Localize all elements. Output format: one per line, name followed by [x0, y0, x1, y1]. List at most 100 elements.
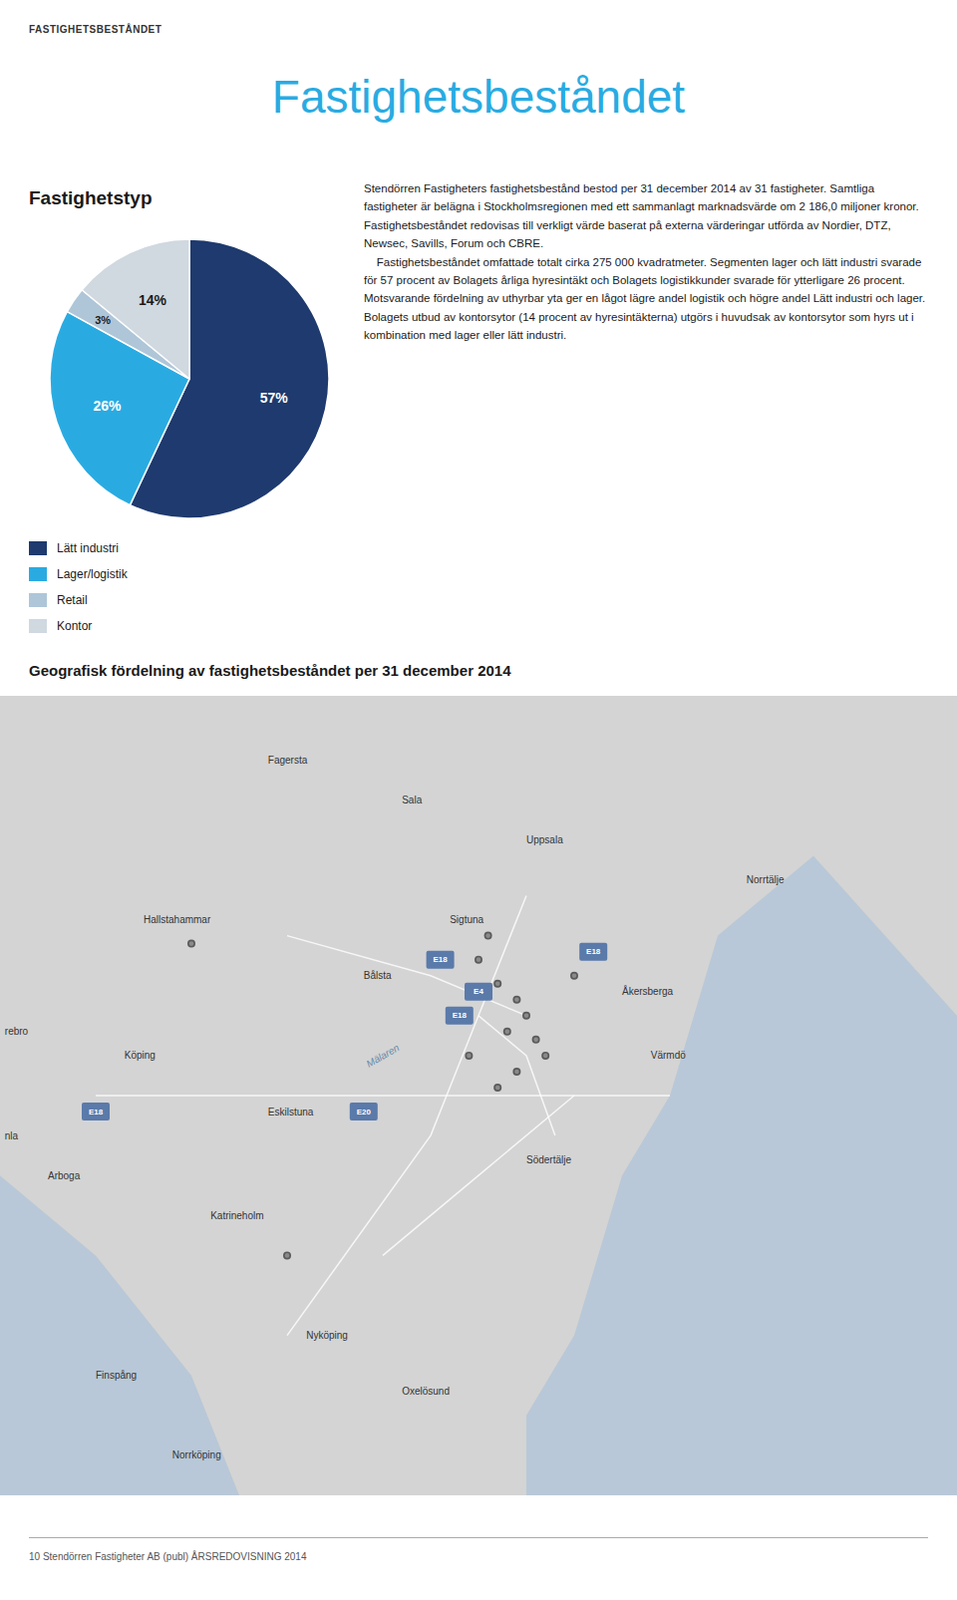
property-dot — [474, 956, 483, 964]
road-shield-label: E18 — [88, 1107, 104, 1117]
property-dot-inner — [476, 957, 482, 962]
data-labels: 57% 26% 3% 14% — [92, 292, 289, 413]
city-label: Sala — [401, 794, 422, 806]
city-label: Fagersta — [268, 754, 309, 766]
title: Fastighetsbeståndet — [0, 69, 957, 124]
road-shield-box — [445, 1006, 474, 1025]
map-background — [0, 695, 957, 1496]
road-shield-box — [81, 1102, 110, 1121]
legend-label: Lager/logistik — [56, 567, 129, 582]
legend-label: Kontor — [56, 619, 92, 634]
city-label: Katrineholm — [210, 1210, 264, 1222]
road — [382, 1095, 575, 1256]
city-label: Bålsta — [363, 969, 392, 981]
property-dot-inner — [495, 980, 501, 986]
property-dot — [532, 1035, 541, 1044]
road — [478, 1015, 556, 1136]
road-shield-box — [464, 982, 493, 1001]
property-dot-outer — [570, 971, 579, 980]
city-label: Södertälje — [526, 1154, 572, 1166]
road-shield-label: E18 — [432, 955, 448, 964]
city-label: Norrköping — [172, 1449, 222, 1461]
property-dot — [570, 971, 579, 980]
property-dot-outer — [283, 1251, 292, 1260]
road-shield-box — [426, 951, 455, 969]
road-shield: E18 — [445, 1006, 474, 1025]
road-shield-box — [349, 1102, 378, 1121]
road-shield: E20 — [349, 1102, 378, 1121]
land — [0, 695, 957, 1496]
property-dot-inner — [514, 996, 520, 1002]
property-dot-inner — [505, 1029, 511, 1035]
data-label: 26% — [92, 397, 122, 414]
city-label: Norrtälje — [746, 874, 785, 886]
pie-slice — [81, 239, 190, 379]
property-dot-outer — [541, 1051, 550, 1060]
section-header: Geografisk fördelning av fastighetsbestå… — [28, 661, 512, 679]
city-label: Åkersberga — [622, 984, 674, 997]
data-label: 3% — [94, 314, 111, 326]
city-label: Sigtuna — [449, 914, 484, 926]
road-shield-label: E18 — [586, 947, 602, 957]
property-dot — [283, 1251, 292, 1260]
city-label: Oxelösund — [401, 1385, 450, 1397]
footer: 10 Stendörren Fastigheter AB (publ) ÅRSR… — [28, 1551, 307, 1563]
city-label: rebro — [4, 1025, 29, 1037]
data-label: 14% — [138, 292, 168, 309]
road-shield: E18 — [426, 951, 455, 969]
section-header: Fastighetstyp — [28, 187, 153, 210]
property-dot — [484, 932, 493, 941]
city-label: Värmdö — [650, 1049, 686, 1061]
legend-swatch — [28, 567, 47, 582]
city-label: Arboga — [47, 1170, 81, 1182]
property-dot — [522, 1011, 531, 1020]
property-dot-outer — [493, 1083, 502, 1092]
city-label: Hallstahammar — [143, 914, 212, 926]
property-dot — [493, 1083, 502, 1092]
property-dot — [464, 1051, 473, 1060]
property-dot-inner — [524, 1013, 530, 1019]
property-dot-inner — [533, 1037, 539, 1043]
road-shield-box — [579, 943, 608, 961]
map: MälarenFagerstaSalaUppsalaNorrtäljeHalls… — [0, 695, 957, 1496]
property-dot-inner — [495, 1085, 501, 1091]
property-dot-inner — [514, 1069, 520, 1075]
property-dot — [493, 979, 502, 988]
property-dot — [512, 995, 521, 1004]
pie-chart: 57% 26% 3% 14% — [9, 234, 369, 534]
body-text: Stendörren Fastigheters fastighetsbestån… — [363, 179, 928, 345]
road-shield: E18 — [81, 1102, 110, 1121]
page-header: FASTIGHETSBESTÅNDET — [28, 23, 162, 35]
city-label: Uppsala — [526, 834, 564, 846]
property-dot-inner — [285, 1253, 291, 1259]
road — [95, 1094, 670, 1097]
property-dot-outer — [512, 995, 521, 1004]
property-dot-outer — [464, 1051, 473, 1060]
property-dot-outer — [503, 1027, 512, 1036]
property-dot — [512, 1067, 521, 1076]
property-dot — [187, 940, 196, 949]
road-shield-label: E4 — [473, 986, 484, 996]
road-shield: E18 — [579, 943, 608, 961]
road — [287, 896, 527, 1336]
footer-rule — [28, 1537, 929, 1539]
property-dot-outer — [474, 956, 483, 964]
city-label: nla — [4, 1130, 19, 1142]
legend-label: Lätt industri — [56, 541, 119, 556]
property-dot-inner — [543, 1053, 549, 1059]
property-dot-inner — [572, 972, 578, 978]
legend-swatch — [28, 541, 47, 556]
legend-label: Retail — [56, 593, 88, 608]
property-dot-outer — [522, 1011, 531, 1020]
data-label: 57% — [260, 389, 290, 406]
city-label: Köping — [124, 1049, 156, 1061]
property-dot-outer — [187, 940, 196, 949]
legend-swatch — [28, 593, 47, 608]
property-dot-outer — [532, 1035, 541, 1044]
road-shield-label: E20 — [356, 1107, 372, 1117]
property-dot-inner — [189, 941, 195, 947]
legend: Lätt industri Lager/logistik Retail Kontor — [28, 538, 358, 648]
city-label: Nyköping — [306, 1329, 348, 1341]
road-shield: E4 — [464, 982, 493, 1001]
city-label: Eskilstuna — [268, 1106, 315, 1118]
